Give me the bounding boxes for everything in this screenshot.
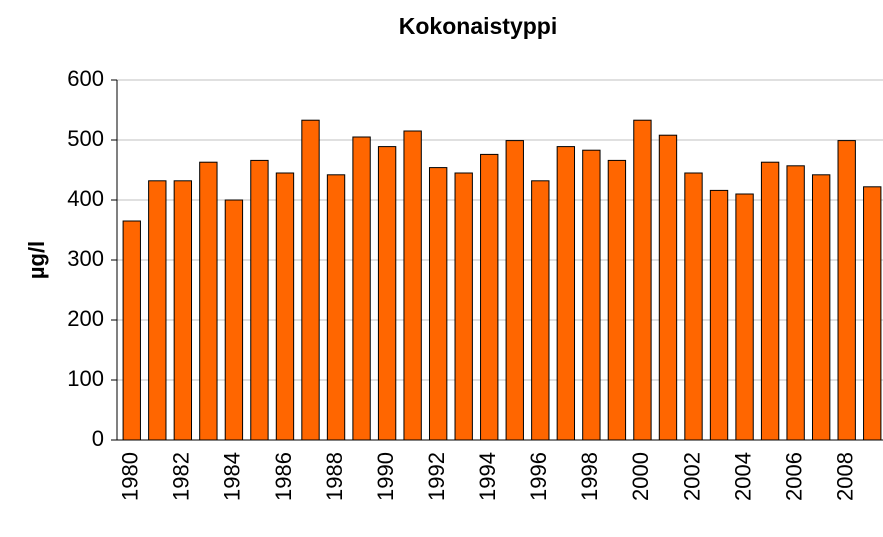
bar: [709, 189, 729, 441]
x-tick-label: 1980: [118, 452, 143, 501]
bar: [224, 199, 244, 441]
y-tick-label: 600: [67, 66, 104, 91]
bar: [326, 174, 346, 441]
y-tick-label: 300: [67, 246, 104, 271]
bar: [377, 146, 397, 441]
bar: [454, 172, 473, 441]
bar: [863, 186, 882, 441]
y-tick-label: 0: [92, 426, 104, 451]
x-tick-label: 1988: [322, 452, 347, 501]
bar: [403, 130, 422, 441]
bar: [760, 161, 780, 441]
bar: [301, 119, 320, 441]
x-tick-label: 2008: [833, 452, 858, 501]
x-tick-label: 2004: [730, 452, 755, 501]
x-tick-label: 1990: [373, 452, 398, 501]
bar: [480, 153, 499, 441]
x-tick-label: 1982: [169, 452, 194, 501]
bar: [148, 180, 167, 441]
x-tick-label: 1998: [577, 452, 602, 501]
bar: [633, 119, 652, 441]
y-tick-label: 100: [67, 366, 104, 391]
x-tick-label: 1996: [526, 452, 551, 501]
bar: [275, 172, 295, 441]
x-tick-label: 2002: [679, 452, 704, 501]
bar: [658, 134, 678, 441]
bar: [173, 180, 193, 441]
bar: [122, 220, 141, 441]
bar: [505, 140, 524, 441]
x-tick-label: 2000: [628, 452, 653, 501]
bar: [786, 165, 805, 441]
bar: [684, 172, 703, 441]
y-tick-label: 500: [67, 126, 104, 151]
chart-title: Kokonaistyppi: [399, 13, 557, 39]
bar: [582, 149, 601, 441]
x-tick-label: 1984: [220, 452, 245, 501]
bar: [556, 146, 576, 441]
x-tick-label: 1994: [475, 452, 500, 501]
bar: [735, 193, 754, 441]
bar: [811, 174, 831, 441]
bar: [531, 180, 550, 441]
bar: [837, 140, 856, 441]
bar: [199, 161, 218, 441]
bar: [250, 159, 269, 441]
bar: [428, 167, 448, 441]
x-tick-label: 1986: [271, 452, 296, 501]
bar: [352, 136, 371, 441]
y-tick-label: 400: [67, 186, 104, 211]
x-tick-label: 2006: [781, 452, 806, 501]
bar: [607, 159, 627, 441]
y-axis-label: µg/l: [24, 241, 49, 279]
x-tick-label: 1992: [424, 452, 449, 501]
y-tick-label: 200: [67, 306, 104, 331]
